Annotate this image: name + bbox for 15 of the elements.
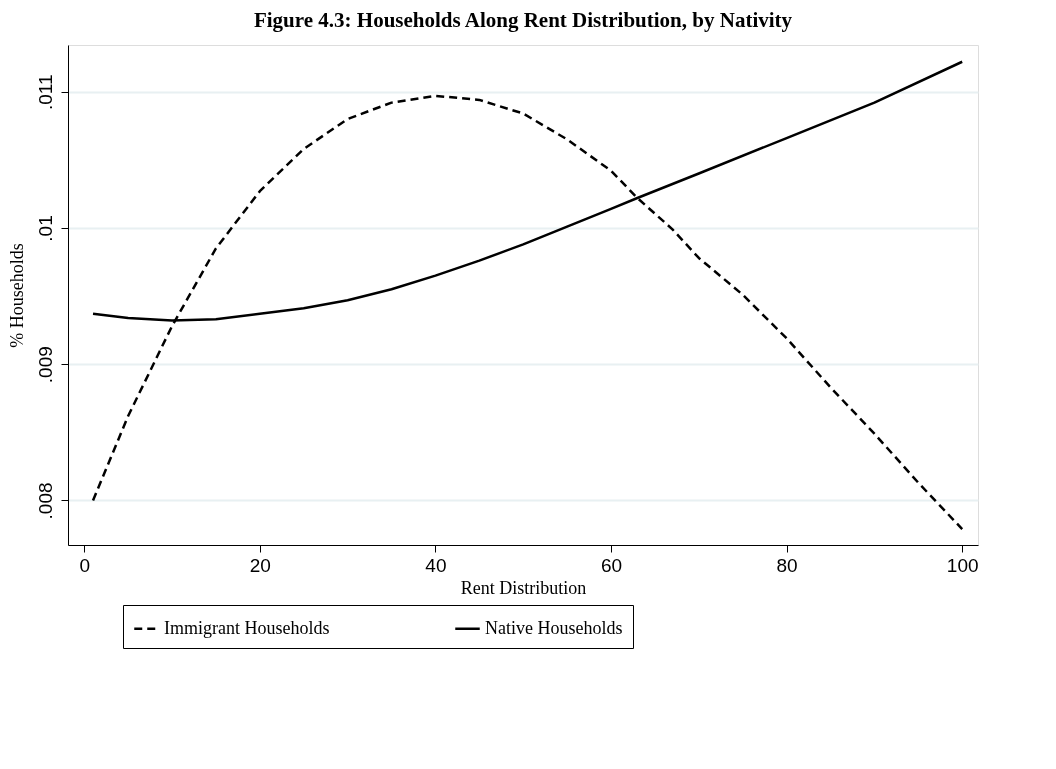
y-axis-title: % Households bbox=[6, 243, 27, 348]
y-tick-label: .008 bbox=[34, 482, 56, 520]
x-tick-label: 100 bbox=[946, 554, 979, 576]
y-tick-label: .009 bbox=[34, 346, 56, 384]
x-tick-label: 20 bbox=[249, 554, 271, 576]
x-axis-title: Rent Distribution bbox=[460, 577, 587, 598]
chart-title: Figure 4.3: Households Along Rent Distribution, by Nativity bbox=[253, 8, 793, 32]
y-tick-label: .01 bbox=[34, 215, 56, 242]
x-tick-label: 80 bbox=[776, 554, 798, 576]
y-tick-label: .011 bbox=[34, 74, 56, 111]
x-tick-label: 60 bbox=[600, 554, 623, 576]
legend-label: Immigrant Households bbox=[164, 617, 330, 638]
x-tick-label: 40 bbox=[425, 554, 447, 576]
legend-label: Native Households bbox=[485, 617, 623, 638]
x-tick-label: 0 bbox=[79, 554, 91, 576]
